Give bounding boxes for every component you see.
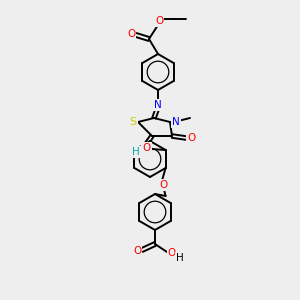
Text: O: O (168, 248, 176, 258)
Text: O: O (155, 16, 163, 26)
Text: H: H (132, 147, 140, 157)
Text: O: O (187, 133, 195, 143)
Text: O: O (142, 143, 151, 153)
Text: S: S (129, 117, 137, 127)
Text: H: H (176, 253, 184, 263)
Text: O: O (133, 246, 141, 256)
Text: O: O (127, 29, 135, 39)
Text: O: O (160, 180, 168, 190)
Text: N: N (154, 100, 162, 110)
Text: N: N (172, 117, 180, 127)
